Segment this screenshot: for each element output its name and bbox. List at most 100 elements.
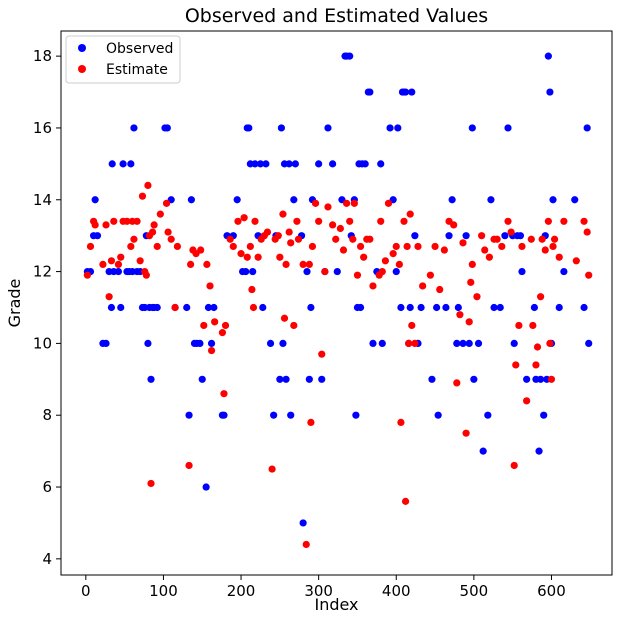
estimate-point bbox=[547, 375, 556, 383]
estimate-point bbox=[462, 429, 470, 437]
estimate-point bbox=[533, 343, 542, 351]
observed-point bbox=[445, 232, 453, 240]
observed-point bbox=[276, 375, 284, 383]
observed-point bbox=[315, 160, 323, 168]
estimate-point bbox=[185, 461, 193, 470]
estimate-point bbox=[321, 267, 329, 276]
estimate-point bbox=[83, 271, 91, 279]
estimate-point bbox=[504, 217, 512, 225]
observed-point bbox=[287, 411, 295, 419]
x-tick-label: 500 bbox=[460, 582, 489, 600]
y-tick-label: 8 bbox=[42, 406, 52, 424]
y-tick-label: 16 bbox=[33, 119, 52, 137]
estimate-point bbox=[560, 217, 568, 225]
estimate-point bbox=[246, 242, 254, 251]
observed-point bbox=[366, 88, 374, 96]
estimate-point bbox=[353, 271, 362, 279]
estimate-point bbox=[436, 285, 444, 294]
estimate-point bbox=[251, 217, 259, 225]
x-tick-label: 200 bbox=[227, 582, 256, 600]
estimate-point bbox=[311, 199, 320, 207]
estimate-point bbox=[274, 232, 282, 240]
observed-point bbox=[361, 160, 369, 168]
estimate-point bbox=[336, 224, 344, 233]
observed-point bbox=[468, 124, 476, 132]
estimate-point bbox=[329, 221, 337, 229]
estimate-point bbox=[546, 339, 554, 347]
observed-point bbox=[119, 160, 127, 168]
observed-point bbox=[462, 232, 470, 240]
estimate-point bbox=[220, 390, 228, 398]
estimate-point bbox=[237, 250, 245, 258]
estimate-point bbox=[203, 260, 211, 268]
observed-point bbox=[183, 303, 191, 312]
x-tick-label: 100 bbox=[149, 582, 178, 600]
estimate-point bbox=[138, 192, 147, 200]
observed-point bbox=[546, 88, 554, 96]
estimate-point bbox=[585, 271, 593, 279]
estimate-point bbox=[211, 318, 219, 326]
estimate-point bbox=[324, 203, 332, 211]
estimate-point bbox=[234, 217, 242, 225]
estimate-point bbox=[389, 250, 397, 258]
observed-point bbox=[454, 303, 462, 312]
estimate-point bbox=[187, 260, 195, 268]
estimate-point bbox=[381, 257, 389, 265]
observed-point bbox=[198, 375, 206, 383]
observed-point bbox=[324, 124, 332, 132]
estimate-point bbox=[349, 235, 357, 243]
estimate-point bbox=[315, 217, 323, 225]
estimate-point bbox=[280, 314, 289, 322]
estimate-point bbox=[287, 239, 295, 247]
observed-point bbox=[262, 160, 270, 168]
estimate-point bbox=[507, 228, 515, 236]
estimate-point bbox=[544, 217, 552, 225]
observed-point bbox=[479, 447, 487, 455]
observed-point bbox=[369, 339, 377, 347]
estimate-point bbox=[450, 221, 458, 229]
observed-point bbox=[290, 196, 298, 204]
estimate-point bbox=[206, 282, 214, 290]
y-tick-label: 12 bbox=[33, 263, 52, 281]
observed-point bbox=[490, 303, 498, 312]
observed-point bbox=[270, 411, 278, 419]
estimate-point bbox=[440, 246, 448, 254]
estimate-point bbox=[397, 418, 405, 426]
estimate-point bbox=[110, 217, 118, 225]
estimate-point bbox=[248, 285, 256, 294]
y-tick-label: 6 bbox=[42, 478, 52, 496]
x-tick-label: 400 bbox=[382, 582, 411, 600]
chart-title: Observed and Estimated Values bbox=[185, 5, 488, 27]
observed-point bbox=[299, 519, 307, 527]
estimate-point bbox=[478, 232, 486, 240]
observed-point bbox=[242, 267, 250, 276]
y-tick-label: 4 bbox=[42, 550, 52, 568]
estimate-point bbox=[369, 282, 377, 290]
estimate-point bbox=[299, 260, 307, 268]
observed-point bbox=[256, 160, 265, 168]
estimate-point bbox=[473, 293, 481, 301]
observed-point bbox=[544, 52, 552, 60]
estimate-point bbox=[481, 246, 489, 254]
estimate-point bbox=[518, 242, 526, 251]
observed-point bbox=[187, 196, 195, 204]
estimate-point bbox=[150, 221, 158, 229]
observed-point bbox=[470, 375, 478, 383]
estimate-point bbox=[197, 246, 205, 254]
estimate-point bbox=[426, 271, 435, 279]
estimate-point bbox=[148, 228, 157, 236]
observed-point bbox=[434, 411, 442, 419]
estimate-point bbox=[572, 257, 580, 265]
observed-point bbox=[185, 411, 193, 419]
legend-marker-estimate bbox=[78, 65, 86, 73]
estimate-point bbox=[405, 339, 413, 347]
observed-point bbox=[233, 196, 241, 204]
observed-point bbox=[245, 124, 253, 132]
estimate-point bbox=[580, 217, 588, 225]
observed-point bbox=[386, 124, 394, 132]
observed-point bbox=[378, 339, 386, 347]
estimate-point bbox=[342, 199, 351, 207]
y-axis-label: Grade bbox=[5, 279, 24, 328]
estimate-point bbox=[302, 540, 310, 549]
observed-point bbox=[356, 303, 365, 312]
